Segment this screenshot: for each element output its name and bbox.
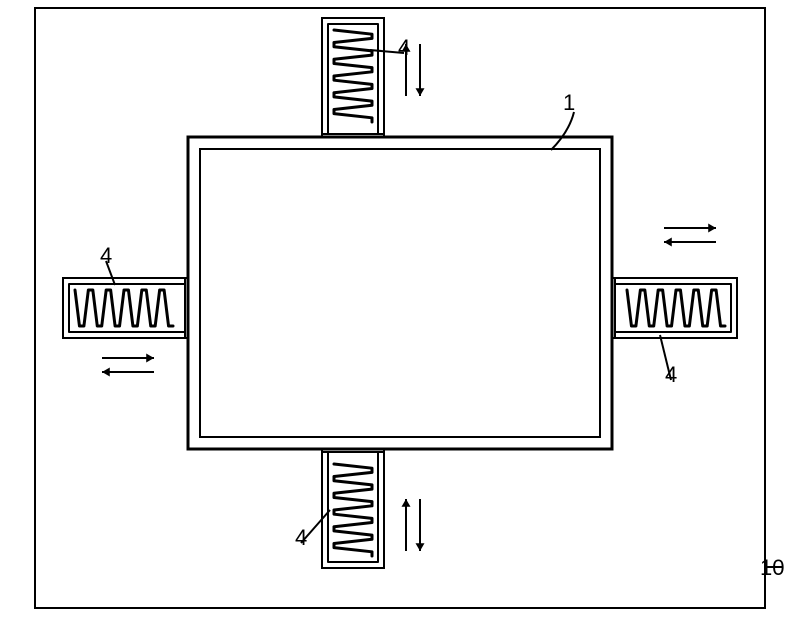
diagram-stage: 10 1 4 4 4 4 xyxy=(0,0,800,623)
label-4: 4 xyxy=(665,362,677,388)
label-10: 10 xyxy=(760,555,784,581)
label-4: 4 xyxy=(398,35,410,61)
diagram-svg xyxy=(0,0,800,623)
label-1: 1 xyxy=(563,90,575,116)
label-4: 4 xyxy=(100,243,112,269)
label-4: 4 xyxy=(295,525,307,551)
